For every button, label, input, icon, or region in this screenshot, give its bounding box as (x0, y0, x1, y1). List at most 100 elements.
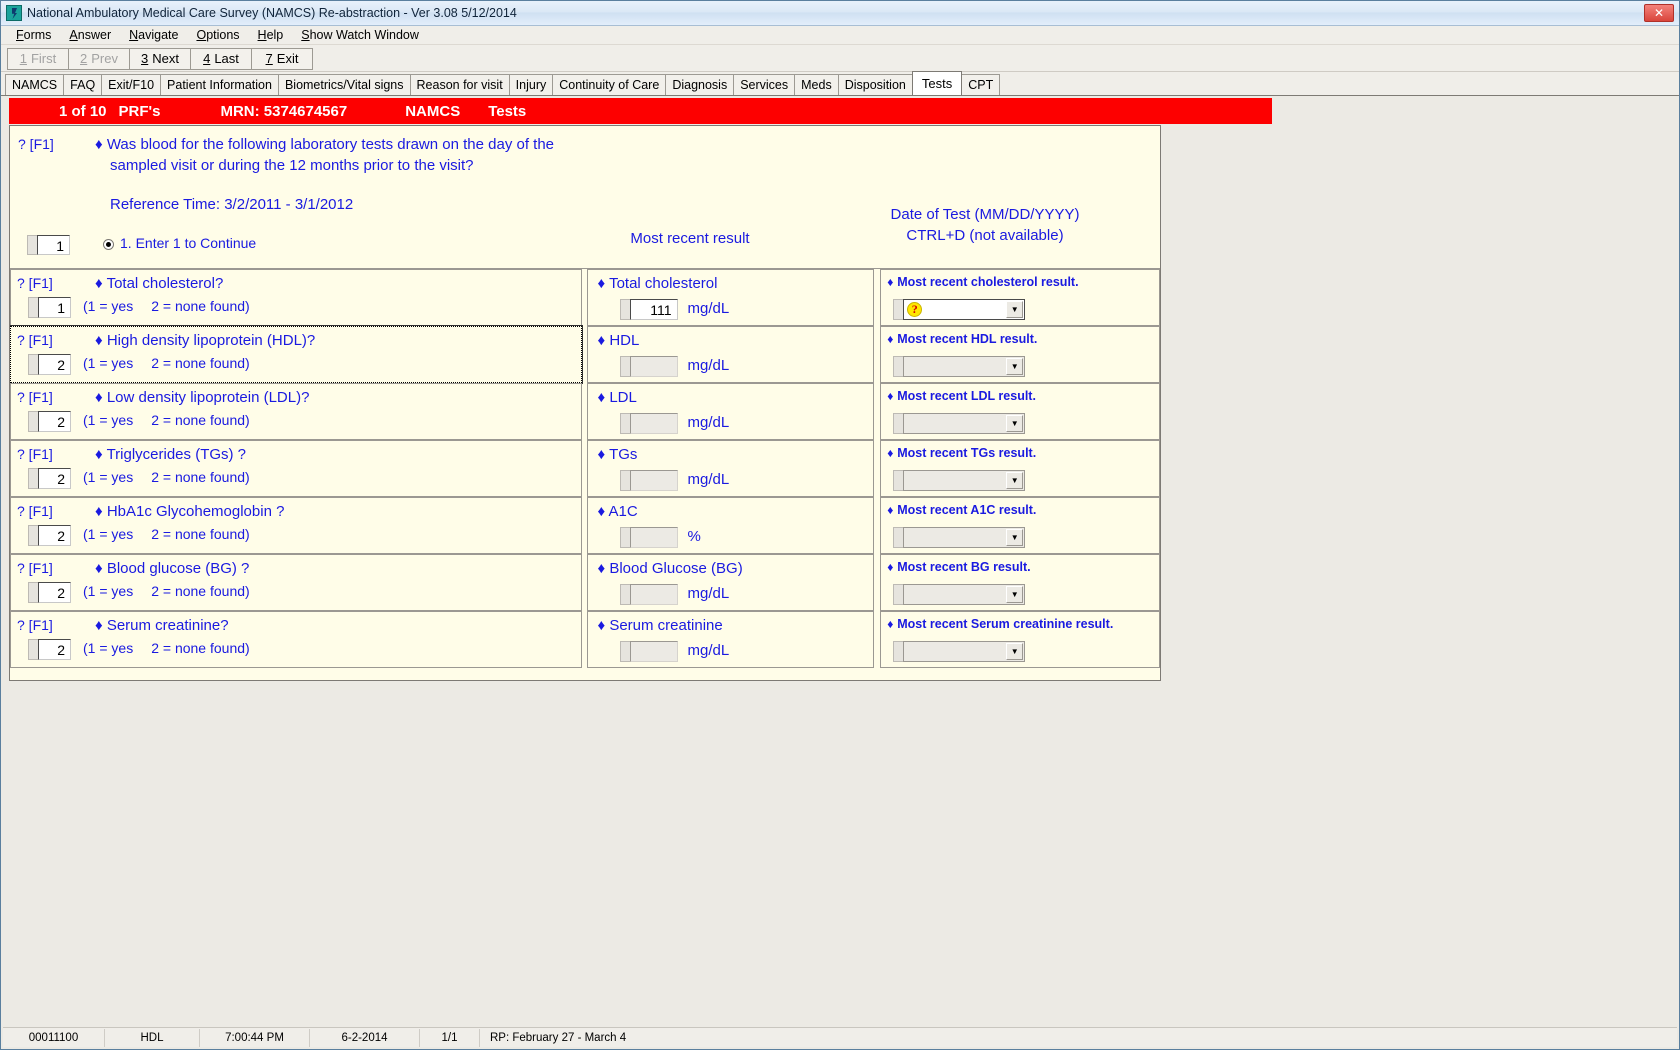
test-question-cell[interactable]: ? [F1] ♦ Low density lipoprotein (LDL)? (1… (10, 383, 582, 440)
test-question-cell[interactable]: ? [F1] ♦ Triglycerides (TGs) ? (1 = yes 2 =… (10, 440, 582, 497)
date-combobox[interactable]: ? ▼ (903, 299, 1026, 320)
result-input[interactable] (629, 470, 678, 491)
prev-button[interactable]: 2 Prev (68, 47, 130, 70)
status-period: RP: February 27 - March 4 (490, 1031, 627, 1044)
chevron-down-icon[interactable]: ▼ (1006, 529, 1024, 546)
chevron-down-icon[interactable]: ▼ (1006, 301, 1024, 318)
result-input[interactable] (629, 413, 678, 434)
date-combobox[interactable]: ▼ (903, 527, 1026, 548)
test-question-cell[interactable]: ? [F1] ♦ Blood glucose (BG) ? (1 = yes 2 = … (10, 554, 582, 611)
row-answer-input[interactable]: 2 (38, 354, 71, 375)
menu-show-watch-window[interactable]: Show Watch Window (301, 28, 419, 42)
row-answer-input[interactable]: 1 (38, 297, 71, 318)
row-answer-input[interactable]: 2 (38, 639, 71, 660)
menu-forms[interactable]: FFormsorms (16, 28, 52, 42)
next-key: 3 (141, 51, 149, 66)
row-f1-hint[interactable]: ? [F1] (17, 389, 53, 405)
date-combobox[interactable]: ▼ (903, 356, 1026, 377)
test-date-cell[interactable]: ♦ Most recent TGs result. ▼ (880, 440, 1160, 497)
tab-disposition[interactable]: Disposition (837, 74, 913, 95)
chevron-down-icon[interactable]: ▼ (1006, 472, 1024, 489)
tab-reason-for-visit[interactable]: Reason for visit (409, 74, 510, 95)
intro-radio-icon[interactable] (103, 239, 114, 250)
test-question-cell[interactable]: ? [F1] ♦ High density lipoprotein (HDL)? (… (10, 325, 583, 384)
chevron-down-icon[interactable]: ▼ (1006, 358, 1024, 375)
tab-services[interactable]: Services (733, 74, 796, 95)
bullet-icon: ♦ (95, 617, 103, 634)
window-buttons: ✕ (1644, 4, 1677, 22)
row-f1-hint[interactable]: ? [F1] (17, 332, 53, 348)
tab-tests[interactable]: Tests (911, 71, 963, 95)
test-result-cell[interactable]: ♦ Blood Glucose (BG) mg/dL (586, 554, 875, 611)
bullet-icon: ♦ (887, 617, 894, 631)
test-date-cell[interactable]: ♦ Most recent BG result. ▼ (880, 554, 1160, 611)
exit-button[interactable]: 7 Exit (251, 47, 313, 70)
chevron-down-icon[interactable]: ▼ (1006, 415, 1024, 432)
row-f1-hint[interactable]: ? [F1] (17, 446, 53, 462)
test-question-cell[interactable]: ? [F1] ♦ HbA1c Glycohemoglobin ? (1 = yes 2… (10, 497, 582, 554)
intro-answer-input[interactable]: 1 (37, 235, 70, 255)
intro-question-line2: sampled visit or during the 12 months pr… (110, 157, 474, 174)
row-f1-hint[interactable]: ? [F1] (17, 617, 53, 633)
test-question-cell[interactable]: ? [F1] ♦ Serum creatinine? (1 = yes 2 = non… (10, 611, 582, 668)
result-input[interactable] (629, 641, 678, 662)
row-question-text: HbA1c Glycohemoglobin ? (106, 503, 285, 520)
row-answer-input[interactable]: 2 (38, 525, 71, 546)
first-button[interactable]: 1 First (7, 47, 69, 70)
row-f1-hint[interactable]: ? [F1] (17, 560, 53, 576)
test-question-cell[interactable]: ? [F1] ♦ Total cholesterol? (1 = yes 2 = no… (10, 269, 582, 326)
last-button[interactable]: 4 Last (190, 47, 252, 70)
row-answer-input[interactable]: 2 (38, 582, 71, 603)
tab-cpt[interactable]: CPT (961, 74, 1001, 95)
test-result-cell[interactable]: ♦ LDL mg/dL (586, 383, 875, 440)
row-f1-hint[interactable]: ? [F1] (17, 275, 53, 291)
date-gutter (893, 641, 904, 662)
result-input[interactable] (629, 356, 678, 377)
row-answer-value: 2 (57, 585, 65, 601)
test-date-cell[interactable]: ♦ Most recent HDL result. ▼ (880, 326, 1160, 383)
tab-continuity-of-care[interactable]: Continuity of Care (552, 74, 667, 95)
result-input[interactable] (629, 527, 678, 548)
tab-meds[interactable]: Meds (794, 74, 839, 95)
row-hint-label: (1 = yes 2 = none found) (83, 298, 250, 314)
menu-options[interactable]: Options (196, 28, 240, 42)
row-f1-hint[interactable]: ? [F1] (17, 503, 53, 519)
tab-exit-f10[interactable]: Exit/F10 (101, 74, 162, 95)
test-result-cell[interactable]: ♦ HDL mg/dL (586, 326, 875, 383)
menu-answer[interactable]: Answer (69, 28, 112, 42)
banner-record-count: 1 of 10 (59, 102, 107, 120)
close-icon[interactable]: ✕ (1644, 4, 1674, 22)
tab-diagnosis[interactable]: Diagnosis (665, 74, 735, 95)
tab-namcs[interactable]: NAMCS (5, 74, 65, 95)
next-button[interactable]: 3 Next (129, 47, 191, 70)
result-input[interactable]: 111 (629, 299, 678, 320)
test-result-cell[interactable]: ♦ Serum creatinine mg/dL (586, 611, 875, 668)
bullet-icon: ♦ (887, 275, 894, 289)
test-date-cell[interactable]: ♦ Most recent cholesterol result.? ▼ (880, 269, 1160, 326)
chevron-down-icon[interactable]: ▼ (1006, 586, 1024, 603)
row-answer-gutter (28, 411, 38, 432)
row-answer-input[interactable]: 2 (38, 468, 71, 489)
result-unit-label: mg/dL (687, 414, 730, 431)
result-input[interactable] (629, 584, 678, 605)
tab-biometrics-vital-signs[interactable]: Biometrics/Vital signs (277, 74, 411, 95)
date-combobox[interactable]: ▼ (903, 584, 1026, 605)
tab-patient-information[interactable]: Patient Information (160, 74, 279, 95)
chevron-down-icon[interactable]: ▼ (1006, 643, 1024, 660)
date-combobox[interactable]: ▼ (903, 470, 1026, 491)
tab-injury[interactable]: Injury (508, 74, 554, 95)
test-result-cell[interactable]: ♦ TGs mg/dL (586, 440, 875, 497)
test-date-cell[interactable]: ♦ Most recent A1C result. ▼ (880, 497, 1160, 554)
test-result-cell[interactable]: ♦ Total cholesterol 111 mg/dL (586, 269, 875, 326)
tab-faq[interactable]: FAQ (63, 74, 103, 95)
test-date-cell[interactable]: ♦ Most recent Serum creatinine result. ▼ (880, 611, 1160, 668)
result-unit-label: mg/dL (687, 642, 730, 659)
date-combobox[interactable]: ▼ (903, 641, 1026, 662)
test-date-cell[interactable]: ♦ Most recent LDL result. ▼ (880, 383, 1160, 440)
date-combobox[interactable]: ▼ (903, 413, 1026, 434)
row-answer-input[interactable]: 2 (38, 411, 71, 432)
test-result-cell[interactable]: ♦ A1C% (586, 497, 875, 554)
intro-f1-hint[interactable]: ? [F1] (18, 136, 54, 152)
menu-help[interactable]: Help (257, 28, 284, 42)
menu-navigate[interactable]: Navigate (129, 28, 179, 42)
